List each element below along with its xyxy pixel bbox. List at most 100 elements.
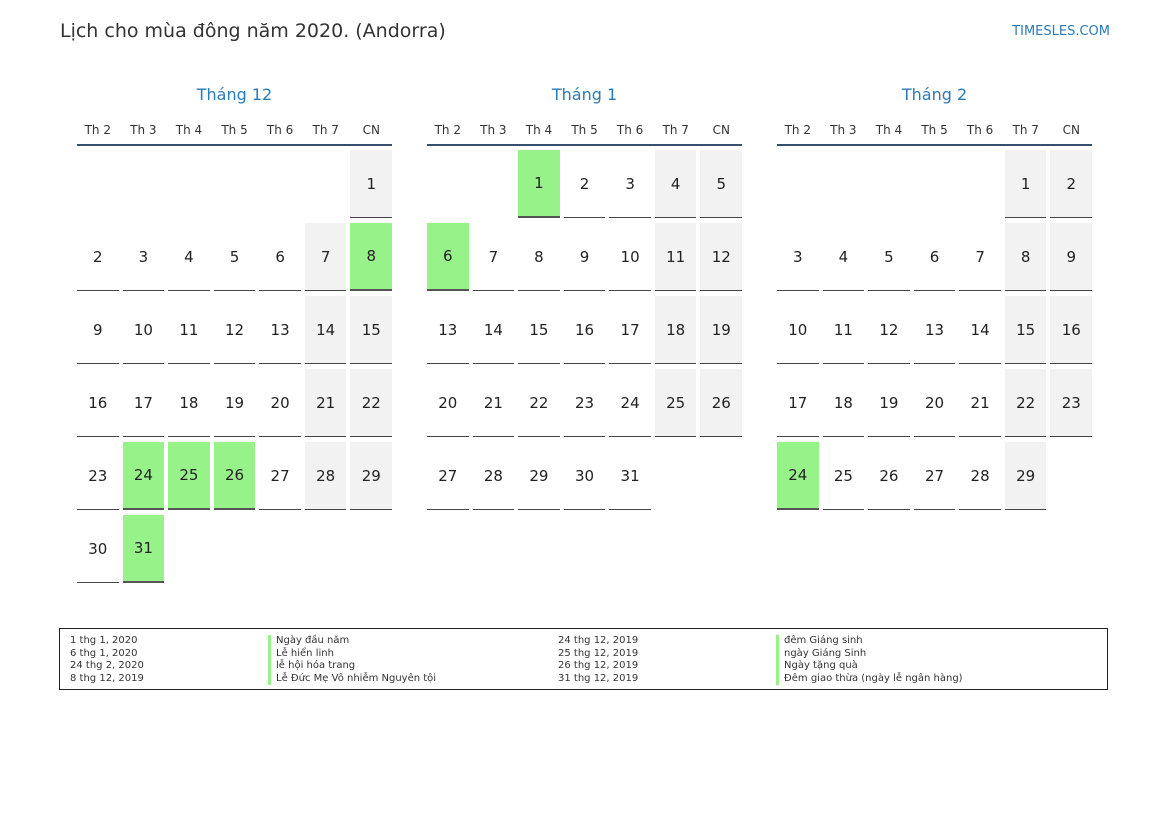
day-cell: 8 <box>518 223 560 291</box>
week-row: 30 31 <box>77 515 392 584</box>
day-cell: 10 <box>122 296 165 364</box>
day-cell: 21 <box>959 369 1001 437</box>
day-cell: 20 <box>913 369 956 437</box>
day-cell: 1 <box>1004 150 1047 218</box>
day-cell: 7 <box>472 223 515 291</box>
day-cell: 4 <box>168 223 210 291</box>
weekday-label: Th 5 <box>571 123 598 137</box>
weekday-label: Th 3 <box>830 123 857 137</box>
day-cell: 30 <box>563 442 606 510</box>
day-cell: 3 <box>609 150 651 218</box>
month-calendar: Tháng 12 Th 2 Th 3 Th 4 Th 5 Th 6 Th 7 CN 1 2 3 4 5 6… <box>77 84 393 584</box>
weekday-label: Th 2 <box>84 123 111 137</box>
day-cell: 11 <box>654 223 697 291</box>
legend-entry: Lễ hiển linh <box>268 647 436 660</box>
day-cell: 2 <box>1050 150 1093 218</box>
day-cell: 18 <box>822 369 865 437</box>
empty-day-cell <box>868 150 910 217</box>
weekday-label: Th 2 <box>784 123 811 137</box>
legend-entry: đêm Giáng sinh <box>776 635 963 648</box>
weekday-label: Th 5 <box>221 123 248 137</box>
week-row: 10 11 12 13 14 15 16 <box>777 296 1093 365</box>
legend-entry: 24 thg 12, 2019 <box>558 635 639 646</box>
legend-entry: Ngày tặng quà <box>776 660 963 673</box>
weekday-label: CN <box>1062 123 1080 137</box>
day-cell: 27 <box>913 442 956 510</box>
week-row: 17 18 19 20 21 22 23 <box>777 369 1093 438</box>
day-cell: 28 <box>472 442 515 510</box>
empty-day-cell <box>77 150 119 217</box>
weekday-label: Th 4 <box>175 123 203 137</box>
holiday-day-cell: 31 <box>122 515 165 583</box>
day-cell: 9 <box>563 223 606 291</box>
weekday-header: Th 2 Th 3 Th 4 Th 5 Th 6 Th 7 CN <box>427 116 742 146</box>
legend-entry: 26 thg 12, 2019 <box>558 660 639 671</box>
legend-entry: Lễ Đức Mẹ Vô nhiễm Nguyên tội <box>268 672 436 685</box>
legend-names-column: Ngày đầu năm Lễ hiển linh lễ hội hóa trang… <box>268 635 436 685</box>
day-cell: 5 <box>868 223 910 291</box>
week-row: 27 28 29 30 31 <box>427 442 742 511</box>
empty-day-cell <box>350 515 392 582</box>
day-cell: 20 <box>259 369 301 437</box>
day-cell: 29 <box>518 442 560 510</box>
day-cell: 11 <box>822 296 865 364</box>
week-row: 6 7 8 9 10 11 12 <box>427 223 743 292</box>
holiday-day-cell: 6 <box>427 223 469 291</box>
legend-names-column: đêm Giáng sinh ngày Giáng Sinh Ngày tặng q… <box>776 635 963 685</box>
day-cell: 23 <box>563 369 606 437</box>
page-title: Lịch cho mùa đông năm 2020. (Andorra) <box>60 20 446 42</box>
holiday-day-cell: 24 <box>122 442 165 510</box>
day-cell: 15 <box>518 296 560 364</box>
holiday-day-cell: 24 <box>777 442 819 510</box>
day-cell: 29 <box>350 442 393 510</box>
day-cell: 2 <box>563 150 606 218</box>
empty-day-cell <box>305 515 347 582</box>
day-cell: 15 <box>350 296 393 364</box>
legend-dates-column: 1 thg 1, 2020 6 thg 1, 2020 24 thg 2, 2020… <box>70 635 144 685</box>
day-cell: 17 <box>777 369 819 437</box>
month-title: Tháng 12 <box>196 85 273 104</box>
empty-day-cell <box>823 150 865 217</box>
legend-entry: 1 thg 1, 2020 <box>70 635 138 646</box>
brand-link[interactable]: TIMESLES.COM <box>1012 24 1110 39</box>
legend-entry: 8 thg 12, 2019 <box>70 672 144 684</box>
week-row: 9 10 11 12 13 14 15 <box>77 296 393 365</box>
day-cell: 21 <box>304 369 347 437</box>
day-cell: 9 <box>1050 223 1093 291</box>
day-cell: 12 <box>213 296 256 364</box>
week-row: 24 25 26 27 28 29 <box>777 442 1092 511</box>
day-cell: 26 <box>868 442 910 510</box>
day-cell: 19 <box>868 369 910 437</box>
week-row: 20 21 22 23 24 25 26 <box>427 369 743 438</box>
legend-entry: lễ hội hóa trang <box>268 660 436 673</box>
day-cell: 6 <box>259 223 301 291</box>
weekday-label: Th 7 <box>662 123 689 137</box>
day-cell: 3 <box>122 223 165 291</box>
day-cell: 28 <box>959 442 1001 510</box>
holiday-day-cell: 1 <box>518 150 560 218</box>
day-cell: 15 <box>1004 296 1047 364</box>
weekday-label: Th 3 <box>130 123 157 137</box>
day-cell: 25 <box>654 369 697 437</box>
day-cell: 27 <box>427 442 469 510</box>
day-cell: 28 <box>304 442 347 510</box>
day-cell: 14 <box>959 296 1001 364</box>
weekday-label: Th 4 <box>875 123 903 137</box>
day-cell: 5 <box>213 223 256 291</box>
weekday-label: Th 7 <box>312 123 339 137</box>
day-cell: 30 <box>77 515 119 583</box>
day-cell: 25 <box>822 442 865 510</box>
holiday-day-cell: 8 <box>350 223 393 291</box>
week-row: 23 24 25 26 27 28 29 <box>77 442 393 511</box>
legend-entry: ngày Giáng Sinh <box>776 647 963 660</box>
day-cell: 4 <box>654 150 697 218</box>
day-cell: 20 <box>427 369 469 437</box>
legend-entry: Đêm giao thừa (ngày lễ ngân hàng) <box>776 672 963 685</box>
legend-entry: 31 thg 12, 2019 <box>558 672 639 684</box>
day-cell: 12 <box>700 223 743 291</box>
weekday-label: Th 6 <box>966 123 994 137</box>
day-cell: 8 <box>1004 223 1047 291</box>
